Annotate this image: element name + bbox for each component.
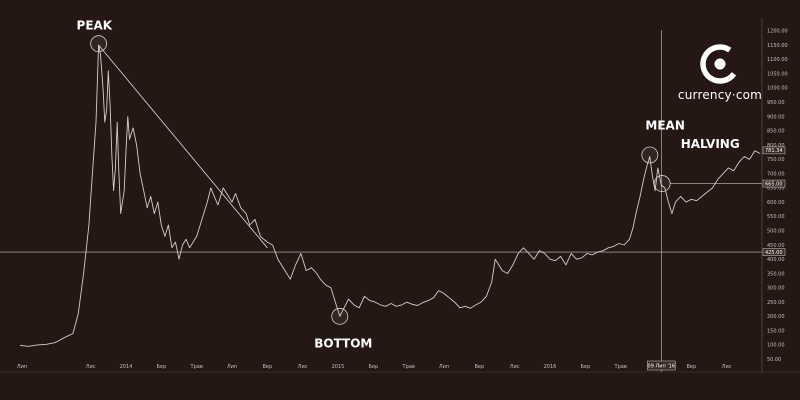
y-tick-label: 900.00 <box>767 114 785 120</box>
support-price-label: 425.00 <box>765 250 783 256</box>
y-tick-label: 1200.00 <box>767 29 788 35</box>
mean-circle <box>641 146 659 164</box>
y-tick-label: 200.00 <box>767 314 785 320</box>
currency-com-logo-icon <box>700 44 740 84</box>
x-tick-label: Бер <box>156 364 166 370</box>
y-tick-label: 350.00 <box>767 271 785 277</box>
y-tick-label: 1050.00 <box>767 71 788 77</box>
y-tick-label: 650.00 <box>767 186 785 192</box>
support-price-label-box <box>762 248 786 256</box>
y-tick-label: 150.00 <box>767 328 785 334</box>
x-tick-label: Трав <box>190 364 203 370</box>
x-tick-label: 2015 <box>332 364 345 370</box>
y-tick-label: 300.00 <box>767 286 785 292</box>
x-tick-label: Лип <box>439 364 449 370</box>
halving-price-label: 665.00 <box>765 181 783 187</box>
y-tick-label: 600.00 <box>767 200 785 206</box>
x-tick-label: 2014 <box>120 364 133 370</box>
halving-price-label-box <box>762 179 786 188</box>
y-tick-label: 850.00 <box>767 129 785 135</box>
mean-annotation: MEAN <box>645 118 684 132</box>
x-tick-label: Лис <box>298 364 308 370</box>
x-tick-label: Вер <box>262 364 272 370</box>
last-price-label: 781.34 <box>765 148 783 154</box>
peak-circle <box>90 35 108 53</box>
peak-annotation: PEAK <box>77 18 113 32</box>
y-tick-label: 800.00 <box>767 143 785 149</box>
y-tick-label: 500.00 <box>767 228 785 234</box>
y-tick-label: 950.00 <box>767 100 785 106</box>
y-tick-label: 100.00 <box>767 343 785 349</box>
y-tick-label: 1150.00 <box>767 43 788 49</box>
y-tick-label: 700.00 <box>767 171 785 177</box>
price-series-line <box>19 44 761 347</box>
halving-circle <box>653 175 671 192</box>
y-tick-label: 750.00 <box>767 157 785 163</box>
trend-line <box>98 44 268 249</box>
crosshair-date-box <box>646 360 676 371</box>
x-tick-label: Бер <box>580 364 590 370</box>
x-tick-label: Лип <box>227 364 237 370</box>
y-tick-label: 450.00 <box>767 243 785 249</box>
y-tick-label: 400.00 <box>767 257 785 263</box>
x-tick-label: Лис <box>510 364 520 370</box>
x-tick-label: Лис <box>86 364 96 370</box>
x-tick-label: Бер <box>368 364 378 370</box>
x-tick-label: Трав <box>402 364 415 370</box>
last-price-label-box <box>762 146 786 155</box>
y-tick-label: 1100.00 <box>767 57 788 63</box>
bottom-annotation: BOTTOM <box>314 337 372 351</box>
x-tick-label: Лис <box>722 364 732 370</box>
bottom-circle <box>331 307 349 325</box>
y-tick-label: 1000.00 <box>767 86 788 92</box>
x-tick-label: Трав <box>614 364 627 370</box>
brand-name: currency·com <box>677 88 763 102</box>
x-tick-label: Вер <box>474 364 484 370</box>
x-tick-label: Лип <box>17 364 27 370</box>
x-tick-label: 2016 <box>544 364 557 370</box>
crosshair-date-label: 09 Лип '16 <box>648 364 676 370</box>
currency-com-logo: currency·com <box>670 42 770 108</box>
x-tick-label: Вер <box>686 364 696 370</box>
halving-annotation: HALVING <box>681 137 740 151</box>
y-tick-label: 250.00 <box>767 300 785 306</box>
y-tick-label: 550.00 <box>767 214 785 220</box>
y-tick-label: 50.00 <box>767 357 781 363</box>
